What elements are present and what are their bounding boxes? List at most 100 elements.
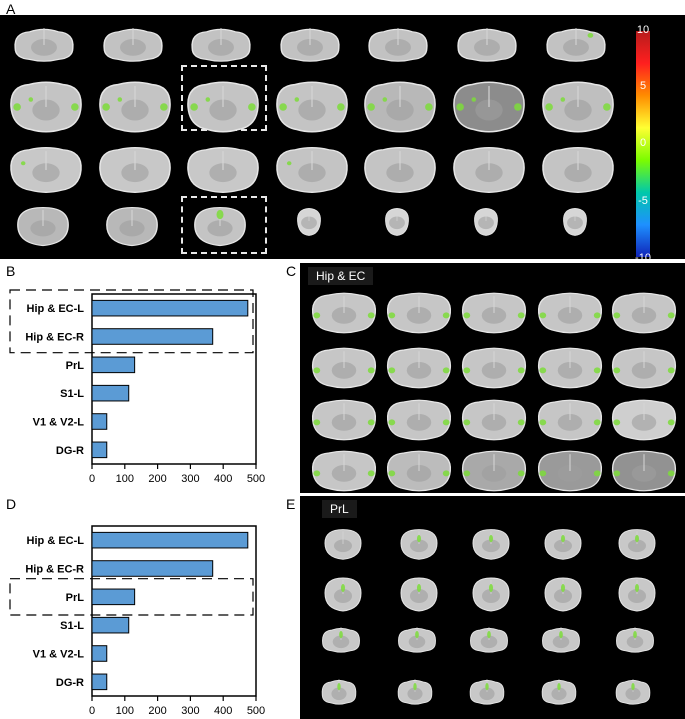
category-label-2: PrL — [66, 592, 85, 604]
brain-slice — [460, 396, 528, 449]
bar-5 — [91, 673, 108, 691]
brain-slice — [460, 447, 528, 500]
brain-slice — [612, 674, 654, 715]
brain-slice — [538, 574, 588, 619]
brain-slice — [394, 622, 440, 663]
bar-5 — [91, 441, 108, 459]
bar-0 — [91, 299, 249, 317]
brain-slice — [466, 574, 516, 619]
brain-slice — [536, 289, 604, 342]
bar-4 — [91, 413, 108, 430]
brain-slice — [451, 21, 523, 74]
brain-slice — [8, 203, 78, 254]
brain-slice — [185, 77, 261, 142]
category-label-2: PrL — [66, 360, 85, 372]
bar-2 — [91, 588, 136, 606]
brain-slice — [385, 396, 453, 449]
category-label-3: S1-L — [60, 388, 84, 400]
x-tick-label-3: 300 — [181, 705, 199, 717]
brain-slice — [610, 447, 678, 500]
brain-slice — [460, 344, 528, 397]
panel-e-title: PrL — [322, 500, 357, 518]
bar-3 — [91, 616, 130, 634]
bar-chart-d: Hip & EC-L Hip & EC-R PrL S1-L V1 & V2-L DG-R… — [9, 525, 265, 717]
panel-c-hip-ec-slices: Hip & EC — [300, 263, 685, 493]
panel-e-prl-slices: PrL — [300, 496, 685, 719]
brain-slice — [385, 447, 453, 500]
category-label-4: V1 & V2-L — [33, 417, 85, 429]
brain-slice — [540, 77, 616, 142]
brain-slice — [538, 526, 588, 567]
brain-slice — [451, 143, 527, 202]
brain-slice — [466, 526, 516, 567]
brain-slice — [318, 526, 368, 567]
brain-slice — [394, 674, 436, 715]
brain-slice — [185, 203, 255, 254]
highlight-dashed-box — [9, 289, 254, 354]
x-tick-label-4: 400 — [214, 473, 232, 485]
brain-slice — [460, 289, 528, 342]
brain-slice — [287, 203, 331, 244]
panel-label-c: C — [286, 263, 297, 279]
brain-slice — [362, 143, 438, 202]
brain-slice — [274, 143, 350, 202]
bar-chart-b: Hip & EC-L Hip & EC-R PrL S1-L V1 & V2-L DG-R… — [9, 289, 265, 485]
brain-slice — [185, 143, 261, 202]
brain-slice — [310, 344, 378, 397]
brain-slice — [540, 143, 616, 202]
brain-slice — [274, 21, 346, 74]
x-tick-label-1: 100 — [116, 473, 134, 485]
bar-2 — [91, 356, 136, 374]
x-tick-label-0: 0 — [89, 705, 95, 717]
brain-slice — [612, 622, 658, 663]
category-label-4: V1 & V2-L — [33, 649, 85, 661]
bar-1 — [91, 560, 214, 577]
brain-slice — [375, 203, 419, 244]
brain-slice — [318, 674, 360, 715]
brain-slice — [274, 77, 350, 142]
brain-slice — [362, 21, 434, 74]
panel-label-b: B — [6, 263, 16, 279]
category-label-1: Hip & EC-R — [25, 332, 84, 344]
panel-c-title: Hip & EC — [308, 267, 374, 285]
brain-slice — [612, 574, 662, 619]
brain-slice — [8, 77, 84, 142]
plot-frame — [91, 293, 257, 465]
brain-slice — [610, 396, 678, 449]
brain-slice — [540, 21, 612, 74]
x-tick-label-3: 300 — [181, 473, 199, 485]
brain-slice — [466, 622, 512, 663]
brain-slice — [310, 396, 378, 449]
category-label-0: Hip & EC-L — [27, 303, 85, 315]
brain-slice — [466, 674, 508, 715]
colorbar-tick-10: 10 — [636, 24, 650, 36]
colorbar — [636, 31, 650, 257]
x-tick-label-5: 500 — [247, 705, 265, 717]
brain-slice — [538, 622, 584, 663]
brain-slice — [536, 344, 604, 397]
brain-slice — [385, 344, 453, 397]
panel-a-brain-slices: 10 5 0 -5 -10 — [0, 15, 685, 264]
brain-slice — [97, 21, 169, 74]
brain-slice — [394, 574, 444, 619]
brain-slice — [610, 344, 678, 397]
bar-1 — [91, 328, 214, 345]
panel-label-e: E — [286, 496, 296, 512]
brain-slice — [97, 143, 173, 202]
brain-slice — [97, 77, 173, 142]
colorbar-tick-5: 5 — [639, 80, 647, 92]
x-tick-label-4: 400 — [214, 705, 232, 717]
brain-slice — [612, 526, 662, 567]
x-tick-label-0: 0 — [89, 473, 95, 485]
x-tick-label-2: 200 — [148, 473, 166, 485]
bar-4 — [91, 645, 108, 662]
brain-slice — [538, 674, 580, 715]
brain-slice — [394, 526, 444, 567]
brain-slice — [451, 77, 527, 142]
x-tick-label-1: 100 — [116, 705, 134, 717]
brain-slice — [310, 447, 378, 500]
category-label-3: S1-L — [60, 620, 84, 632]
bar-3 — [91, 384, 130, 402]
x-tick-label-5: 500 — [247, 473, 265, 485]
brain-slice — [8, 143, 84, 202]
